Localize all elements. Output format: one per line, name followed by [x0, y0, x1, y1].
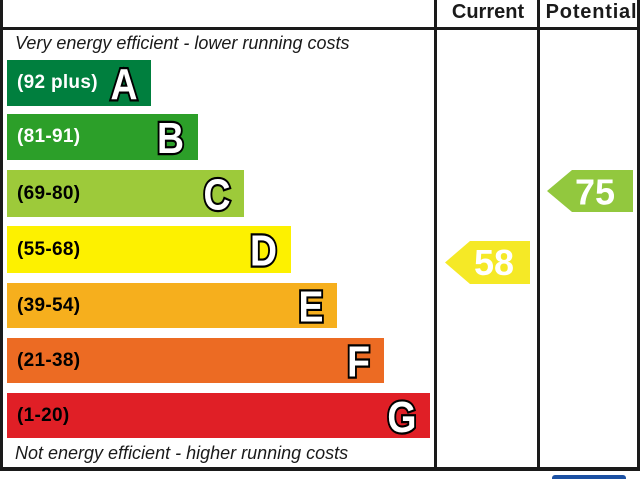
- svg-text:C: C: [203, 170, 230, 220]
- svg-text:75: 75: [575, 172, 615, 213]
- svg-text:E: E: [299, 282, 324, 332]
- svg-text:A: A: [110, 59, 137, 109]
- svg-text:D: D: [250, 226, 277, 276]
- svg-text:F: F: [347, 337, 370, 387]
- svg-text:B: B: [157, 113, 184, 163]
- svg-text:G: G: [387, 392, 416, 442]
- svg-text:58: 58: [474, 242, 514, 283]
